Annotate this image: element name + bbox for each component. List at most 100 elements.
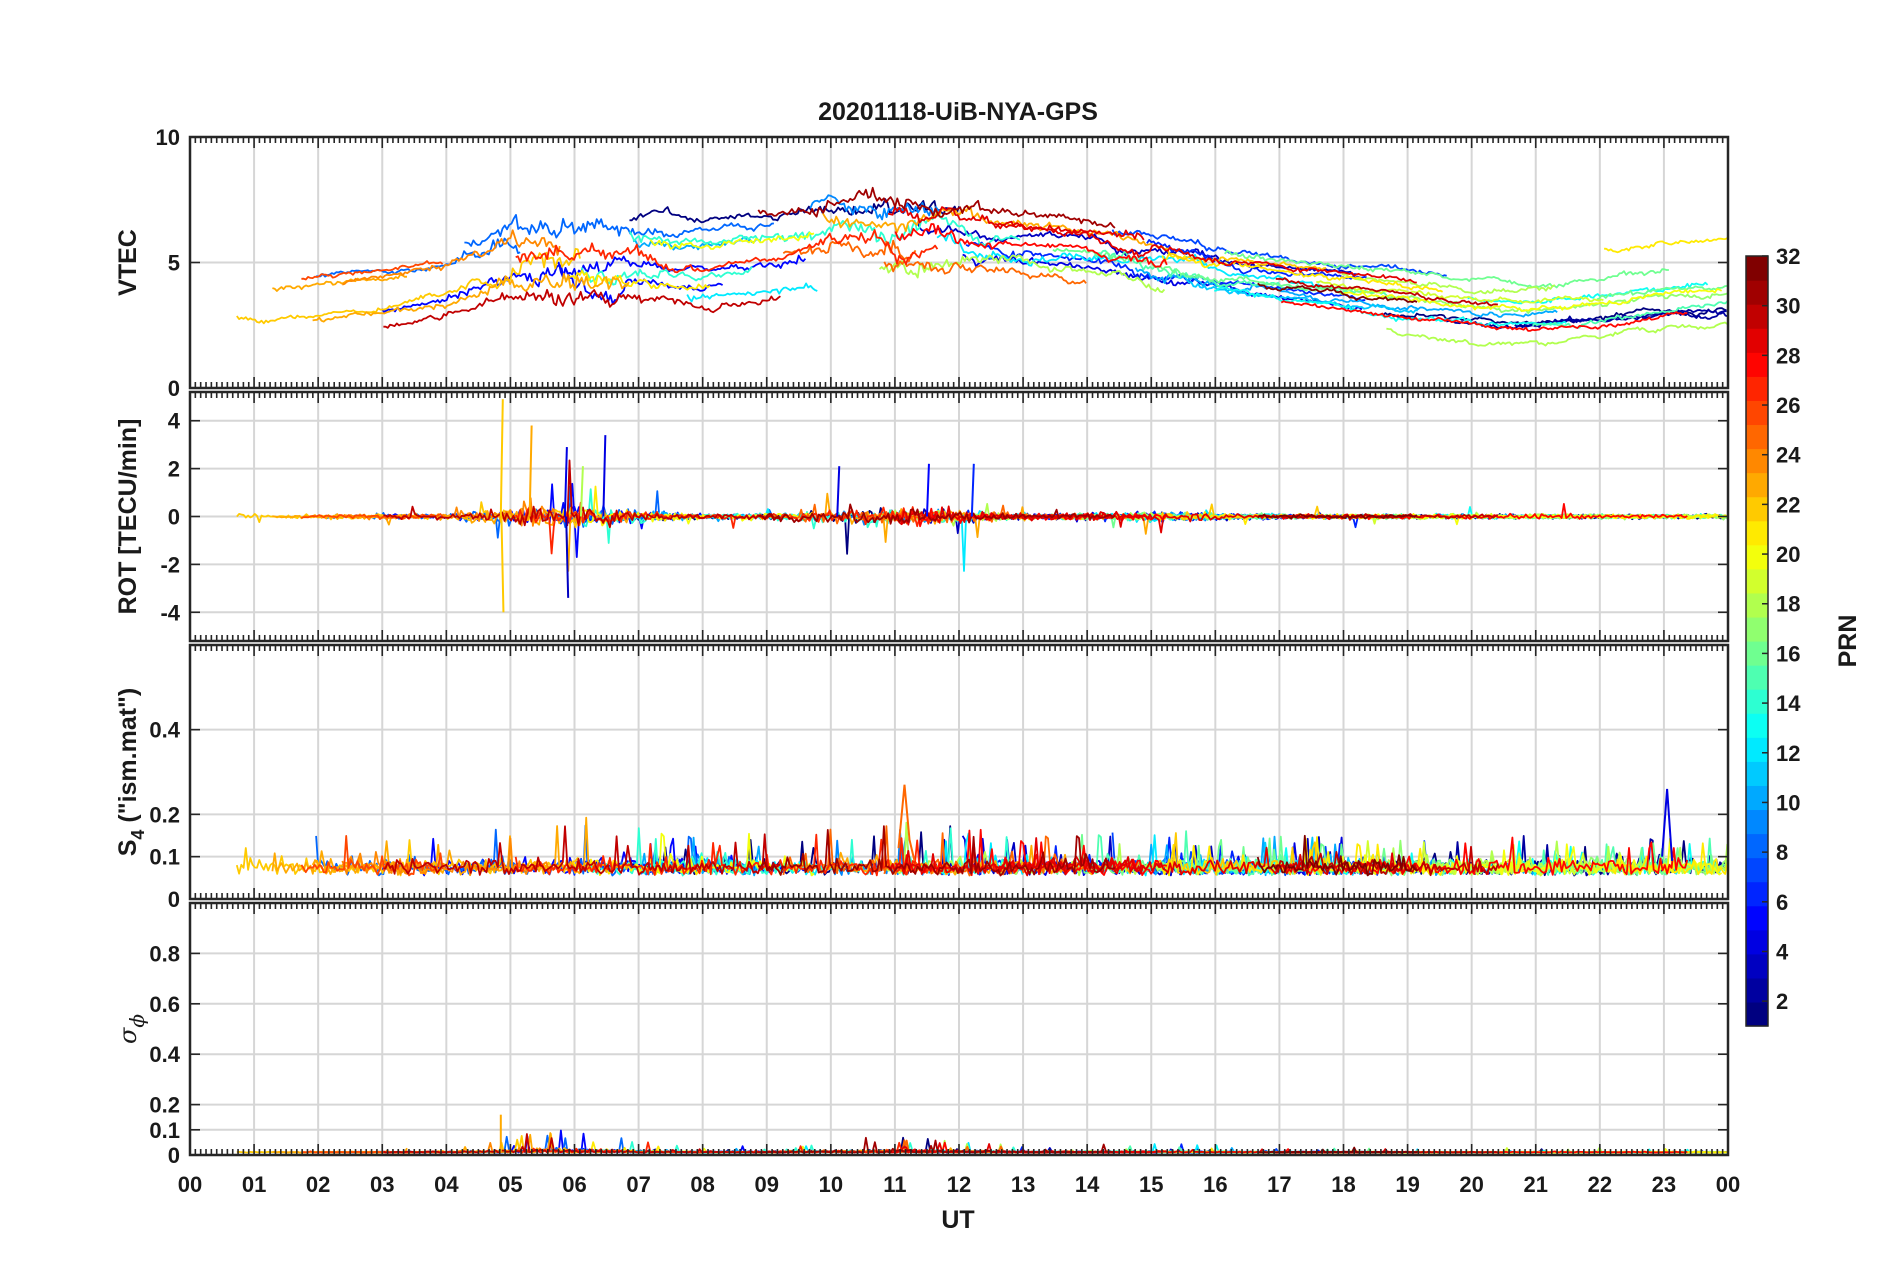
series-prn-18 [878,254,1166,294]
y-axis-label: σϕ [114,1014,149,1044]
series-prn-25 [782,239,917,263]
x-tick-label: 09 [755,1172,779,1197]
series-prn-21 [565,269,711,291]
x-ticks [189,392,1729,641]
y-tick-label: -2 [160,552,180,577]
y-tick-label: 2 [168,457,180,482]
x-tick-label: 11 [883,1172,906,1197]
colorbar-bin [1746,905,1768,931]
rot-spike-6 [579,466,584,517]
y-tick-label: 0.1 [149,1118,180,1143]
panel-s4: 0 0.1 0.2 0.4S4 ("ism.mat") [114,643,1730,912]
series-prn-19 [1316,280,1604,304]
series-group [235,784,1728,877]
x-tick-label: 17 [1267,1172,1291,1197]
x-tick-labels: 00 01 02 03 04 05 06 07 08 09 10 11 12 13 14 15 16 17 18 19… [178,1172,1740,1197]
series-prn-8 [464,213,775,247]
colorbar-frame [1745,255,1769,1027]
panel-rot: -4 -2 0 2 4 ROT [TECU/min] [114,390,1730,643]
series-prn-31 [757,825,1116,877]
x-tick-label: 16 [1203,1172,1227,1197]
colorbar-bin [1746,400,1768,426]
series-prn-26 [300,835,444,877]
colorbar-bin [1746,256,1768,281]
series-prn-12 [686,282,818,303]
x-tick-label: 04 [434,1172,459,1197]
x-tick-label: 01 [242,1172,266,1197]
s4-peak-2 [1661,788,1674,861]
colorbar-bin [1746,520,1768,546]
rot-spike-7 [925,463,930,517]
x-tick-label: 05 [498,1172,522,1197]
series-prn-30 [383,825,781,876]
x-tick-label: 22 [1588,1172,1612,1197]
colorbar-tick-label: 30 [1776,294,1800,319]
rot-spike-4 [565,516,570,598]
y-tick-label: 0.2 [149,802,180,827]
colorbar-bin [1746,280,1768,305]
series-prn-30 [383,288,781,329]
x-tick-label: 08 [690,1172,714,1197]
x-tick-label: 15 [1139,1172,1163,1197]
series-prn-10 [1134,267,1558,318]
y-tick-label: 0.1 [149,845,180,870]
colorbar-bin [1746,641,1768,666]
colorbar-bin [1746,448,1768,474]
series-prn-16 [1596,285,1728,301]
y-tick-label: 0 [168,376,180,401]
series-prn-30 [1274,845,1499,877]
x-ticks [189,645,1729,899]
colorbar-tick-label: 2 [1776,989,1788,1014]
series-prn-28 [1280,300,1688,332]
y-tick-label: 0 [168,1143,180,1168]
series-prn-31 [758,503,1116,525]
series-prn-32 [1257,282,1418,304]
series-prn-30 [383,1133,781,1154]
series-prn-24 [342,229,561,286]
colorbar-label: PRN [1834,615,1862,668]
colorbar-tick-label: 6 [1776,890,1788,915]
series-group [236,186,1728,347]
series-prn-22 [236,247,581,325]
series-prn-32 [1256,834,1418,877]
x-tick-label: 06 [562,1172,586,1197]
series-prn-20 [649,231,815,250]
y-axis-label: VTEC [114,229,142,296]
x-ticks [189,903,1729,1155]
x-tick-label: 03 [370,1172,394,1197]
series-prn-32 [1257,513,1418,520]
x-tick-label: 19 [1395,1172,1419,1197]
colorbar-tick-label: 24 [1776,443,1801,468]
colorbar-bin [1746,809,1768,835]
y-tick-label: 0.6 [149,992,180,1017]
x-tick-label: 13 [1011,1172,1035,1197]
y-tick-label: 0 [168,887,180,912]
colorbar-tick-label: 10 [1776,790,1800,815]
x-tick-label: 02 [306,1172,330,1197]
colorbar-tick-label: 22 [1776,492,1800,517]
x-tick-label: 00 [178,1172,202,1197]
series-prn-30 [1275,277,1498,307]
colorbar-bin [1746,544,1768,570]
colorbar-bin [1746,761,1768,786]
colorbar-bin [1746,616,1768,642]
colorbar-bin [1746,833,1768,859]
colorbar-bin [1746,1001,1768,1027]
colorbar-tick-label: 20 [1776,542,1800,567]
y-tick-label: 4 [168,409,181,434]
colorbar-bin [1746,881,1768,907]
series-prn-28 [894,828,1168,877]
series-prn-7 [1111,229,1447,278]
series-prn-25 [883,259,1087,285]
series-prn-27 [515,228,939,274]
y-tick-label: 0.4 [149,1042,180,1067]
panel-vtec: 0 5 10 VTEC [114,125,1730,401]
colorbar-bin [1746,929,1768,955]
x-tick-label: 20 [1459,1172,1483,1197]
panel-sigma_phi: 00.10.2 0.4 0.6 0.8 σϕ [114,901,1730,1168]
rot-spike-8 [970,463,975,517]
series-prn-18 [1386,321,1728,347]
x-axis-label: UT [941,1206,974,1234]
